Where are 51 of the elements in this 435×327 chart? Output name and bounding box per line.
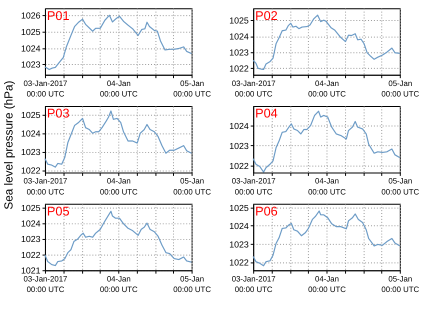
y-tick-label: 1022 <box>229 63 249 74</box>
x-tick-label: 05-Jan 00:00 UTC <box>173 274 212 294</box>
chart-title: P04 <box>255 106 278 121</box>
x-tick-label: 04-Jan 00:00 UTC <box>308 78 346 99</box>
y-tick-label: 1024 <box>21 43 41 54</box>
x-tick-label: 04-Jan 00:00 UTC <box>308 176 346 196</box>
y-tick-label: 1025 <box>21 110 41 120</box>
y-tick-label: 1025 <box>229 203 249 213</box>
x-tick-label: 03-Jan-2017 00:00 UTC <box>24 274 68 294</box>
x-tick-label: 03-Jan-2017 00:00 UTC <box>24 176 68 196</box>
y-tick-label: 1023 <box>21 60 41 70</box>
y-tick-label: 1026 <box>21 10 41 21</box>
x-tick-label: 04-Jan 00:00 UTC <box>100 78 138 99</box>
y-tick-label: 1023 <box>229 140 249 151</box>
y-tick-label: 1023 <box>229 239 249 250</box>
y-tick-label: 1021 <box>21 266 41 276</box>
x-tick-label: 03-Jan-2017 00:00 UTC <box>232 78 276 99</box>
chart-title: P01 <box>46 8 70 23</box>
y-tick-label: 1025 <box>229 16 249 26</box>
x-tick-label: 03-Jan-2017 00:00 UTC <box>232 274 276 294</box>
x-tick-label: 04-Jan 00:00 UTC <box>100 176 138 196</box>
x-tick-label: 05-Jan 00:00 UTC <box>173 176 212 196</box>
chart-title: P03 <box>46 106 70 121</box>
x-tick-label: 05-Jan 00:00 UTC <box>381 176 420 196</box>
x-tick-label: 04-Jan 00:00 UTC <box>308 274 346 294</box>
y-tick-label: 1023 <box>229 48 249 58</box>
y-tick-label: 1022 <box>21 250 41 260</box>
y-axis-title: Sea level pressure (hPa) <box>2 80 16 210</box>
y-tick-label: 1024 <box>229 32 249 42</box>
chart-title: P02 <box>255 8 278 23</box>
y-tick-label: 1024 <box>21 218 41 229</box>
y-tick-label: 1022 <box>21 166 41 176</box>
x-tick-label: 04-Jan 00:00 UTC <box>100 274 138 294</box>
y-tick-label: 1023 <box>21 234 41 244</box>
chart-title: P05 <box>46 204 70 218</box>
y-tick-label: 1024 <box>229 120 249 131</box>
x-tick-label: 05-Jan 00:00 UTC <box>381 78 420 99</box>
x-tick-label: 03-Jan-2017 00:00 UTC <box>232 176 276 196</box>
y-tick-label: 1024 <box>229 221 249 232</box>
y-tick-label: 1025 <box>21 202 41 213</box>
y-tick-label: 1025 <box>21 26 41 37</box>
line-series <box>252 110 400 173</box>
y-tick-label: 1022 <box>229 257 249 268</box>
x-tick-label: 05-Jan 00:00 UTC <box>173 78 212 99</box>
y-tick-label: 1024 <box>21 128 41 139</box>
y-tick-label: 1022 <box>229 161 249 172</box>
chart-title: P06 <box>255 204 278 218</box>
line-series <box>44 110 192 168</box>
y-tick-label: 1023 <box>21 147 41 158</box>
x-tick-label: 03-Jan-2017 00:00 UTC <box>24 78 68 99</box>
x-tick-label: 05-Jan 00:00 UTC <box>381 274 420 294</box>
